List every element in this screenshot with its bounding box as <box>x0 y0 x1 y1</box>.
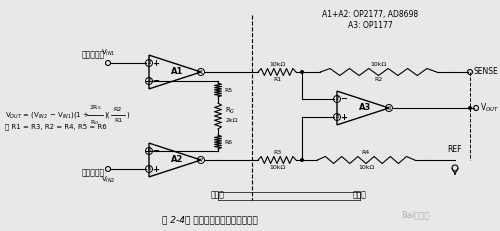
Text: 5: 5 <box>147 167 151 171</box>
Text: V$_{IN2}$: V$_{IN2}$ <box>100 175 116 185</box>
Circle shape <box>300 70 304 74</box>
Text: 2: 2 <box>335 97 339 101</box>
Text: 3: 3 <box>147 61 151 66</box>
Text: A2: A2 <box>171 155 183 164</box>
Text: REF: REF <box>448 145 462 154</box>
Text: +: + <box>152 164 160 173</box>
Text: R5: R5 <box>224 88 232 92</box>
Text: R$_G$: R$_G$ <box>90 118 100 127</box>
Text: Bai度知道: Bai度知道 <box>401 210 429 219</box>
Text: R$_G$: R$_G$ <box>225 106 235 116</box>
Text: 输出级: 输出级 <box>353 191 367 200</box>
Text: 7: 7 <box>199 158 203 162</box>
Text: 2kΩ: 2kΩ <box>225 119 237 124</box>
Text: +: + <box>340 112 347 122</box>
Text: )(: )( <box>104 112 110 118</box>
Text: 10kΩ: 10kΩ <box>358 165 374 170</box>
Text: R2: R2 <box>374 77 382 82</box>
Circle shape <box>468 106 472 110</box>
Text: 当 R1 = R3, R2 = R4, R5 = R6: 当 R1 = R3, R2 = R4, R5 = R6 <box>5 124 107 130</box>
Text: 图 2-4． 标准三运放仪表放大器电路: 图 2-4． 标准三运放仪表放大器电路 <box>162 216 258 225</box>
Text: −: − <box>340 94 347 103</box>
Text: 10kΩ: 10kΩ <box>370 62 386 67</box>
Text: R6: R6 <box>224 140 232 145</box>
Text: 2: 2 <box>147 79 151 83</box>
Text: SENSE: SENSE <box>474 67 499 76</box>
Text: ): ) <box>126 112 129 118</box>
Text: A3: OP1177: A3: OP1177 <box>348 21 393 30</box>
Text: R4: R4 <box>362 150 370 155</box>
Text: 10kΩ: 10kΩ <box>269 62 285 67</box>
Text: 2R$_5$: 2R$_5$ <box>88 103 102 112</box>
Text: R2: R2 <box>114 107 122 112</box>
Text: A1+A2: OP2177, AD8698: A1+A2: OP2177, AD8698 <box>322 10 418 19</box>
Text: 1: 1 <box>199 70 203 75</box>
Text: 3: 3 <box>335 115 339 119</box>
Text: 6: 6 <box>147 149 151 154</box>
Text: 同相输入端: 同相输入端 <box>82 168 104 177</box>
Text: V$_{OUT}$: V$_{OUT}$ <box>480 102 499 114</box>
Text: V$_{OUT}$ = (V$_{IN2}$ − V$_{IN1}$)(1 +: V$_{OUT}$ = (V$_{IN2}$ − V$_{IN1}$)(1 + <box>5 110 90 120</box>
Circle shape <box>300 158 304 162</box>
Text: 输入级: 输入级 <box>211 191 225 200</box>
Text: R1: R1 <box>273 77 281 82</box>
Text: −: − <box>152 76 160 85</box>
Text: +: + <box>152 58 160 67</box>
Text: −: − <box>152 146 160 155</box>
Text: 10kΩ: 10kΩ <box>269 165 285 170</box>
Text: R3: R3 <box>273 150 281 155</box>
Text: 6: 6 <box>387 106 391 110</box>
Text: V$_{IN1}$: V$_{IN1}$ <box>100 48 116 58</box>
Text: A3: A3 <box>359 103 371 112</box>
Text: 反相输入端: 反相输入端 <box>82 51 104 60</box>
Text: A1: A1 <box>171 67 183 76</box>
Text: R1: R1 <box>114 118 122 123</box>
